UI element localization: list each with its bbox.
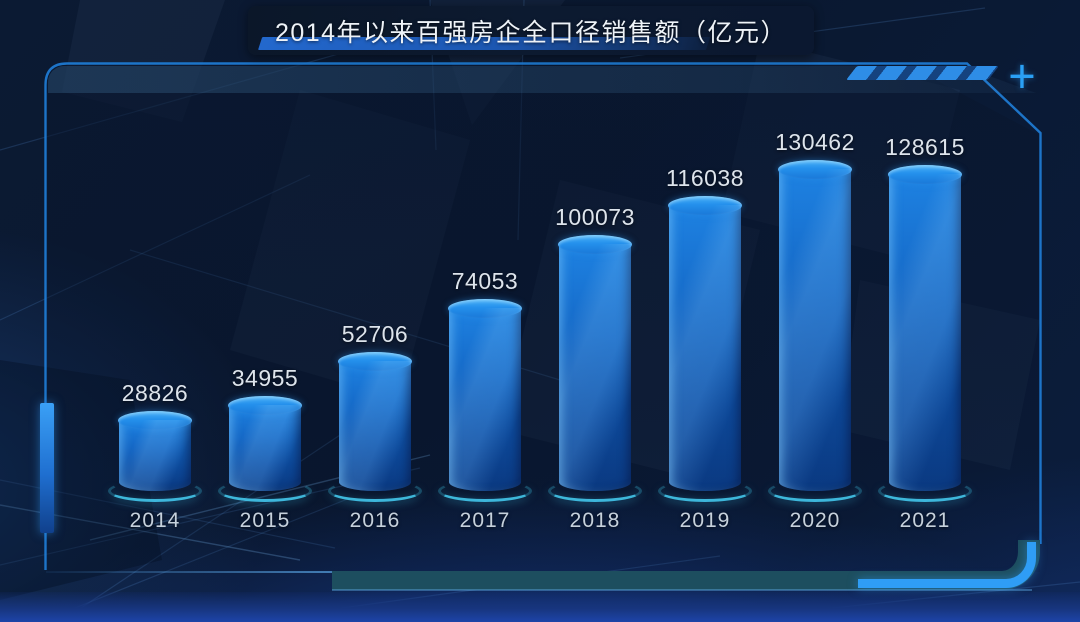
bar-cylinder (878, 165, 972, 502)
bar-cylinder (658, 196, 752, 502)
bar-column: 52706 2016 (320, 100, 430, 535)
bar-cylinder (438, 299, 532, 502)
bar-year-label: 2016 (349, 509, 401, 532)
bottom-band-underline (332, 589, 1032, 591)
bar-column: 34955 2015 (210, 100, 320, 535)
bar-cylinder (548, 235, 642, 502)
bar-year-label: 2014 (129, 509, 181, 532)
bar-base-glow (768, 480, 862, 502)
bar-cylinder (328, 352, 422, 502)
bar-base-glow (548, 480, 642, 502)
bar-year-label: 2015 (239, 509, 291, 532)
bar-base-glow (438, 480, 532, 502)
bar-cylinder (108, 411, 202, 502)
bar-year-label: 2019 (679, 509, 731, 532)
bar-value-label: 28826 (121, 380, 189, 406)
bar-base-glow (878, 480, 972, 502)
bar-base-glow (108, 480, 202, 502)
plus-icon: + (1008, 49, 1036, 102)
bar-value-label: 52706 (341, 321, 409, 347)
bottom-glow (0, 592, 1080, 622)
bar-column: 100073 2018 (540, 100, 650, 535)
bar-value-label: 34955 (231, 365, 299, 391)
bar-column: 28826 2014 (100, 100, 210, 535)
bar-column: 130462 2020 (760, 100, 870, 535)
bar-column: 116038 2019 (650, 100, 760, 535)
bar-cylinder (218, 396, 312, 502)
bar-year-label: 2020 (789, 509, 841, 532)
chart-area: 28826 2014 34955 2015 52706 2016 74053 2017 1000… (100, 100, 980, 535)
bar-year-label: 2017 (459, 509, 511, 532)
bar-value-label: 116038 (665, 165, 745, 191)
bar-value-label: 74053 (451, 268, 519, 294)
bar-base-glow (328, 480, 422, 502)
bottom-thin-line (46, 571, 336, 573)
bar-value-label: 130462 (775, 129, 855, 155)
bar-value-label: 128615 (885, 134, 965, 160)
bar-year-label: 2018 (569, 509, 621, 532)
bar-year-label: 2021 (899, 509, 951, 532)
bottom-corner-highlight (858, 542, 1036, 588)
title-bar: 2014年以来百强房企全口径销售额（亿元） (248, 6, 814, 55)
bar-column: 74053 2017 (430, 100, 540, 535)
page-title: 2014年以来百强房企全口径销售额（亿元） (274, 18, 788, 47)
bar-column: 128615 2021 (870, 100, 980, 535)
bar-base-glow (218, 480, 312, 502)
corner-stripes-decoration (846, 66, 999, 80)
left-accent-bar (40, 403, 54, 533)
bar-cylinder (768, 160, 862, 502)
bar-value-label: 100073 (555, 204, 635, 230)
bar-base-glow (658, 480, 752, 502)
